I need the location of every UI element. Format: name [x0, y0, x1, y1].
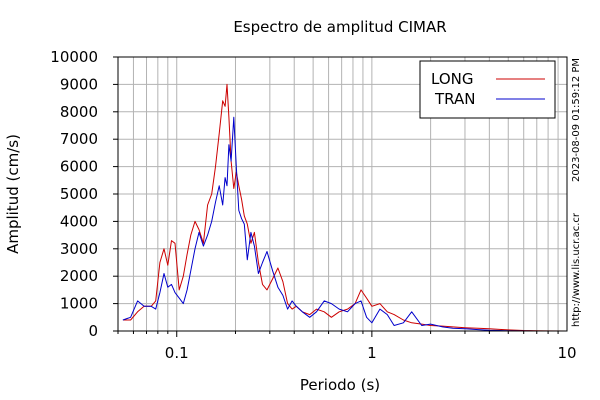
- y-axis-label: Amplitud (cm/s): [4, 134, 22, 254]
- y-tick-label: 2000: [60, 267, 98, 285]
- y-tick-label: 6000: [60, 158, 98, 176]
- timestamp-text: 2023-08-09 01:59:12 PM: [571, 58, 582, 182]
- y-tick-label: 3000: [60, 240, 98, 258]
- legend: LONG TRAN: [419, 60, 556, 119]
- legend-label-tran: TRAN: [434, 90, 475, 108]
- y-tick-label: 1000: [60, 295, 98, 313]
- gridlines: [117, 56, 567, 332]
- y-tick-labels: 0 1000 2000 3000 4000 5000 6000 7000 8000 9000 100…: [50, 48, 118, 340]
- y-tick-label: 8000: [60, 103, 98, 121]
- x-tick-label: 1: [367, 344, 377, 362]
- legend-box: [419, 60, 556, 119]
- y-tick-label: 4000: [60, 212, 98, 230]
- url-text: http://www.lis.ucr.ac.cr: [571, 212, 582, 327]
- legend-label-long: LONG: [431, 70, 473, 88]
- x-tick-label: 0.1: [165, 344, 189, 362]
- chart-title: Espectro de amplitud CIMAR: [233, 18, 446, 36]
- series-line-long: [122, 83, 568, 332]
- x-tick-label: 10: [557, 344, 576, 362]
- x-axis-label: Periodo (s): [300, 376, 380, 394]
- y-tick-label: 5000: [60, 185, 98, 203]
- y-tick-label: 7000: [60, 130, 98, 148]
- x-tick-labels: 0.1 1 10: [117, 331, 577, 362]
- y-tick-label: 9000: [60, 75, 98, 93]
- y-tick-label: 10000: [50, 48, 98, 66]
- y-tick-label: 0: [88, 322, 98, 340]
- series-layer: [122, 83, 568, 332]
- series-line-tran: [122, 116, 567, 332]
